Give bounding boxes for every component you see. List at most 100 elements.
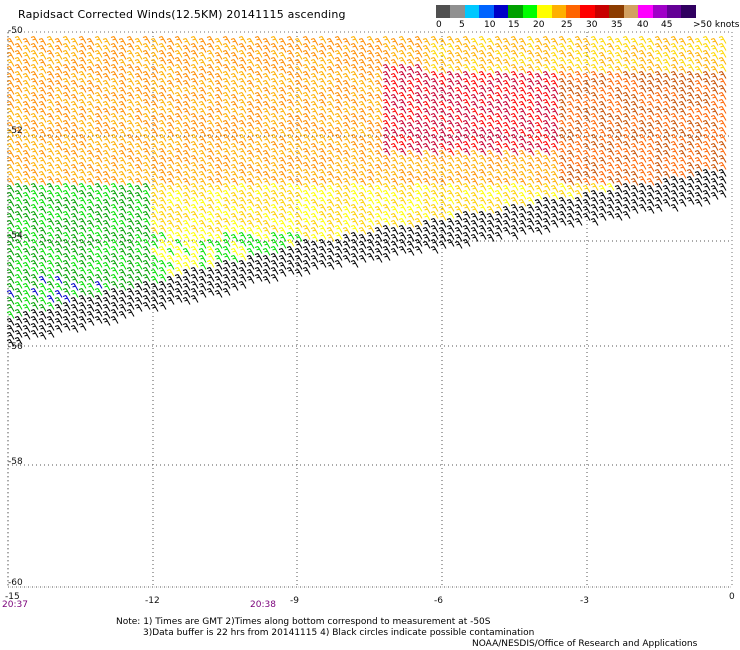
wind-barb [190, 281, 199, 289]
wind-barb [134, 269, 143, 277]
wind-barb [286, 134, 295, 142]
wind-barb [702, 120, 711, 128]
wind-barb [518, 164, 527, 172]
wind-barb [702, 134, 711, 142]
wind-barb [358, 87, 367, 95]
wind-barb [118, 115, 127, 123]
wind-barb [30, 330, 39, 338]
wind-barb [302, 148, 311, 156]
wind-barb [510, 225, 519, 233]
wind-barb [390, 80, 399, 88]
wind-barb [622, 50, 631, 58]
wind-barb [246, 213, 255, 221]
wind-barb [710, 129, 719, 137]
wind-barb [710, 87, 719, 95]
wind-barb [582, 59, 591, 67]
wind-barb [190, 169, 199, 177]
wind-barb [350, 113, 359, 121]
wind-barb [654, 92, 663, 100]
wind-barb [158, 78, 167, 86]
wind-barb [630, 150, 639, 158]
wind-barb [30, 78, 39, 86]
wind-barb [494, 176, 503, 184]
wind-barb [86, 45, 95, 53]
wind-barb [614, 52, 623, 60]
wind-barb [262, 143, 271, 151]
wind-barb [78, 281, 87, 289]
wind-barb [286, 50, 295, 58]
wind-barb [206, 162, 215, 170]
scale-swatch [638, 5, 653, 18]
wind-barb [6, 178, 15, 186]
wind-barb [54, 87, 63, 95]
wind-barb [358, 115, 367, 123]
wind-barb [214, 213, 223, 221]
wind-barb [454, 178, 463, 186]
wind-barb [158, 225, 167, 233]
wind-barb [542, 78, 551, 86]
wind-barb [638, 113, 647, 121]
wind-barb [302, 92, 311, 100]
wind-barb [14, 309, 23, 317]
wind-barb [606, 134, 615, 142]
wind-barb [654, 85, 663, 93]
wind-barb [454, 213, 463, 221]
wind-barb [606, 162, 615, 170]
wind-barb [166, 66, 175, 74]
wind-barb [270, 274, 279, 282]
wind-barb [270, 239, 279, 247]
wind-barb [150, 199, 159, 207]
wind-barb [86, 283, 95, 291]
wind-barb [390, 129, 399, 137]
wind-barb [142, 92, 151, 100]
wind-barb [254, 246, 263, 254]
wind-barb [286, 267, 295, 275]
wind-barb [222, 281, 231, 289]
wind-barb [702, 113, 711, 121]
wind-barb [406, 59, 415, 67]
wind-barb [678, 66, 687, 74]
wind-barb [6, 38, 15, 46]
wind-barb [430, 106, 439, 114]
scale-swatch [681, 5, 696, 18]
wind-barb [462, 106, 471, 114]
wind-barb [94, 36, 103, 44]
wind-barb [238, 225, 247, 233]
wind-barb [270, 155, 279, 163]
wind-barb [334, 50, 343, 58]
wind-barb [198, 213, 207, 221]
wind-barb [190, 120, 199, 128]
wind-barb [686, 57, 695, 65]
wind-barb [190, 239, 199, 247]
wind-barb [398, 183, 407, 191]
wind-barb [566, 185, 575, 193]
wind-barb [430, 85, 439, 93]
wind-barb [126, 239, 135, 247]
wind-barb [150, 227, 159, 235]
wind-barb [502, 101, 511, 109]
wind-barb [462, 57, 471, 65]
wind-barb [478, 85, 487, 93]
wind-barb [278, 108, 287, 116]
wind-barb [350, 176, 359, 184]
wind-barb [342, 164, 351, 172]
wind-barb [78, 218, 87, 226]
wind-barb [334, 120, 343, 128]
wind-barb [262, 185, 271, 193]
wind-barb [134, 220, 143, 228]
wind-barb [598, 171, 607, 179]
wind-barb [630, 157, 639, 165]
wind-barb [686, 36, 695, 44]
wind-barb [110, 176, 119, 184]
wind-barb [678, 129, 687, 137]
wind-barb [158, 71, 167, 79]
wind-barb [54, 59, 63, 67]
wind-barb [582, 94, 591, 102]
wind-barb [318, 148, 327, 156]
wind-barb [214, 129, 223, 137]
wind-barb [206, 232, 215, 240]
wind-barb [150, 171, 159, 179]
wind-barb [686, 43, 695, 51]
wind-barb [478, 176, 487, 184]
wind-barb [686, 64, 695, 72]
